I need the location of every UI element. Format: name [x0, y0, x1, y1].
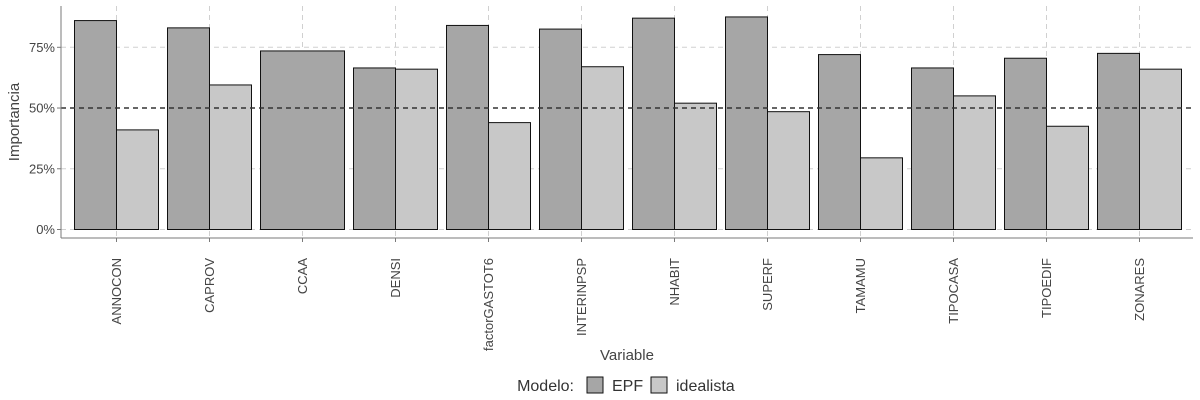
- bar-idealista: [1139, 68, 1182, 230]
- x-tick-label: ANNOCON: [109, 258, 124, 324]
- y-tick-label: 0%: [36, 222, 55, 237]
- bar-epf: [1097, 52, 1140, 230]
- x-tick-label: INTERINPSP: [574, 258, 589, 336]
- bar-epf: [446, 24, 489, 230]
- axes-layer: [57, 6, 1193, 242]
- legend-swatch-idealista: [650, 376, 668, 394]
- bar-epf: [818, 54, 861, 230]
- x-tick-label: SUPERF: [760, 258, 775, 311]
- x-tick-label: factorGASTOT6: [481, 258, 496, 351]
- x-tick-label: TAMAMU: [853, 258, 868, 313]
- bar-idealista: [1046, 125, 1089, 230]
- bar-epf: [167, 27, 210, 230]
- legend-title: Modelo:: [517, 378, 574, 395]
- bars-layer: [74, 16, 1182, 230]
- bar-epf: [260, 50, 345, 230]
- y-tick-label: 75%: [29, 40, 55, 55]
- x-tick-label: NHABIT: [667, 258, 682, 306]
- legend-swatch-epf: [586, 376, 604, 394]
- tick-labels-layer: 0% 25% 50% 75% ANNOCON CAPROV CCAA DENSI factorG…: [29, 40, 1147, 351]
- bar-epf: [911, 67, 954, 230]
- bar-idealista: [953, 95, 996, 230]
- x-tick-label: CAPROV: [202, 258, 217, 313]
- y-axis-title: Importancia: [6, 82, 23, 161]
- bar-epf: [725, 16, 768, 230]
- x-tick-label: TIPOEDIF: [1039, 258, 1054, 318]
- bar-idealista: [116, 129, 159, 230]
- bar-epf: [74, 20, 117, 230]
- x-axis-title: Variable: [600, 347, 654, 364]
- bar-idealista: [860, 157, 903, 230]
- bar-idealista: [767, 111, 810, 230]
- bar-idealista: [581, 66, 624, 230]
- bar-epf: [1004, 57, 1047, 230]
- bar-idealista: [395, 68, 438, 230]
- x-tick-label: TIPOCASA: [946, 258, 961, 324]
- y-tick-label: 25%: [29, 161, 55, 176]
- x-tick-label: DENSI: [388, 258, 403, 298]
- legend-label-idealista: idealista: [676, 378, 735, 395]
- bar-epf: [353, 67, 396, 230]
- bar-idealista: [209, 84, 252, 230]
- x-tick-label: CCAA: [295, 258, 310, 294]
- legend: Modelo: EPF idealista: [517, 376, 735, 395]
- bar-epf: [632, 17, 675, 230]
- x-tick-label: ZONARES: [1132, 258, 1147, 321]
- bar-idealista: [674, 102, 717, 230]
- bar-idealista: [488, 122, 531, 230]
- y-tick-label: 50%: [29, 101, 55, 116]
- bar-epf: [539, 28, 582, 230]
- legend-label-epf: EPF: [612, 378, 643, 395]
